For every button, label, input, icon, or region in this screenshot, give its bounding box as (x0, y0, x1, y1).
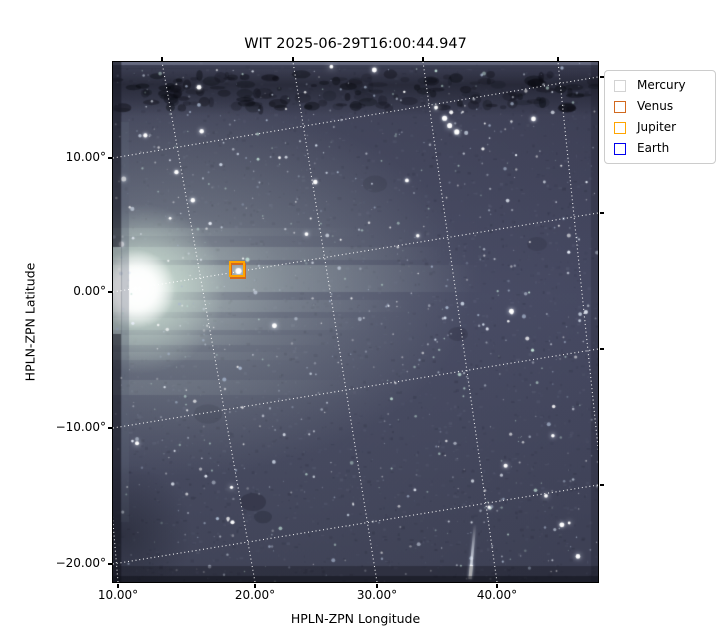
plot-title: WIT 2025-06-29T16:00:44.947 (244, 36, 467, 52)
coordinate-grid (112, 61, 598, 582)
x-tick-label: 10.00° (97, 588, 139, 602)
legend-label-earth: Earth (637, 141, 670, 155)
x-tick-label: 30.00° (356, 588, 398, 602)
y-tick-mark (107, 291, 112, 293)
legend-label-jupiter: Jupiter (637, 120, 677, 134)
mercury-swatch-icon (614, 79, 626, 92)
x-tick-mark (376, 583, 378, 588)
y-tick-label: 10.00° (65, 150, 106, 164)
y-tick-mark (107, 157, 112, 159)
x-tick-mark (496, 583, 498, 588)
legend-label-mercury: Mercury (637, 78, 686, 92)
x-tick-label: 20.00° (234, 588, 276, 602)
y-axis-label: HPLN-ZPN Latitude (22, 262, 38, 382)
x-tick-mark (117, 583, 119, 588)
legend-item-earth: Earth (614, 142, 706, 155)
legend-item-mercury: Mercury (614, 79, 706, 92)
y-tick-label: −20.00° (55, 556, 106, 570)
legend: Mercury Venus Jupiter Earth (604, 70, 716, 164)
plot-area (111, 60, 599, 583)
y-tick-mark-right (599, 212, 604, 214)
starfield-image (112, 61, 598, 582)
y-tick-label: 0.00° (73, 284, 106, 298)
x-tick-label: 40.00° (476, 588, 518, 602)
x-tick-mark-top (161, 56, 163, 61)
y-tick-mark-right (599, 76, 604, 78)
venus-swatch-icon (614, 100, 626, 113)
jupiter-marker-icon (229, 261, 245, 277)
x-tick-mark (254, 583, 256, 588)
earth-swatch-icon (614, 142, 626, 155)
legend-label-venus: Venus (637, 99, 674, 113)
venus-marker-icon (230, 262, 246, 279)
y-tick-mark-right (599, 348, 604, 350)
x-tick-mark-top (422, 56, 424, 61)
x-tick-mark-top (557, 56, 559, 61)
legend-item-jupiter: Jupiter (614, 121, 706, 134)
y-tick-mark (107, 427, 112, 429)
x-tick-mark-top (292, 56, 294, 61)
y-tick-mark-right (599, 484, 604, 486)
jupiter-swatch-icon (614, 121, 626, 134)
legend-item-venus: Venus (614, 100, 706, 113)
y-tick-mark (107, 563, 112, 565)
x-axis-label: HPLN-ZPN Longitude (290, 611, 421, 626)
y-tick-label: −10.00° (55, 420, 106, 434)
